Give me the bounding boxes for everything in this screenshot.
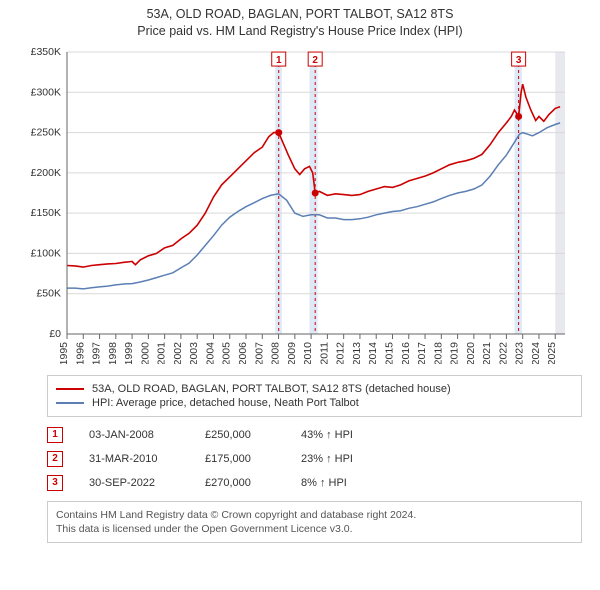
svg-text:2018: 2018	[432, 342, 444, 364]
title-block: 53A, OLD ROAD, BAGLAN, PORT TALBOT, SA12…	[0, 0, 600, 40]
line-chart: £0 £50K £100K £150K £200K £250K £300K £350K 1995…	[20, 44, 580, 364]
svg-text:£250K: £250K	[31, 126, 61, 138]
svg-text:2000: 2000	[139, 342, 151, 364]
svg-text:2: 2	[312, 55, 318, 66]
svg-text:2020: 2020	[465, 342, 477, 364]
sale-delta: 8% ↑ HPI	[301, 477, 381, 489]
sale-price: £250,000	[205, 429, 275, 441]
svg-text:2007: 2007	[253, 342, 265, 364]
svg-text:2019: 2019	[449, 342, 461, 364]
svg-text:1997: 1997	[91, 342, 103, 364]
sale-marker-icon: 2	[47, 451, 63, 467]
svg-text:2004: 2004	[204, 342, 216, 364]
sale-list: 1 03-JAN-2008 £250,000 43% ↑ HPI 2 31-MA…	[47, 423, 582, 495]
svg-text:1996: 1996	[74, 342, 86, 364]
sale-delta: 43% ↑ HPI	[301, 429, 381, 441]
svg-text:£0: £0	[49, 328, 61, 340]
svg-text:2015: 2015	[383, 342, 395, 364]
svg-text:2008: 2008	[270, 342, 282, 364]
sale-delta: 23% ↑ HPI	[301, 453, 381, 465]
svg-text:£100K: £100K	[31, 247, 61, 259]
svg-text:£350K: £350K	[31, 46, 61, 58]
sale-date: 31-MAR-2010	[89, 453, 179, 465]
sale-marker-icon: 3	[47, 475, 63, 491]
sale-price: £175,000	[205, 453, 275, 465]
title-line2: Price paid vs. HM Land Registry's House …	[0, 23, 600, 40]
sale-date: 03-JAN-2008	[89, 429, 179, 441]
svg-text:2024: 2024	[530, 342, 542, 364]
svg-text:2025: 2025	[546, 342, 558, 364]
footnote-line2: This data is licensed under the Open Gov…	[56, 522, 573, 536]
svg-text:2021: 2021	[481, 342, 493, 364]
svg-text:1: 1	[276, 55, 282, 66]
legend-item: 53A, OLD ROAD, BAGLAN, PORT TALBOT, SA12…	[56, 382, 573, 396]
svg-text:2003: 2003	[188, 342, 200, 364]
svg-text:2009: 2009	[286, 342, 298, 364]
svg-text:2001: 2001	[156, 342, 168, 364]
legend-swatch-2	[56, 402, 84, 404]
footnote: Contains HM Land Registry data © Crown c…	[47, 501, 582, 543]
sale-price: £270,000	[205, 477, 275, 489]
svg-text:2005: 2005	[221, 342, 233, 364]
svg-text:3: 3	[516, 55, 522, 66]
svg-text:2023: 2023	[514, 342, 526, 364]
svg-text:1998: 1998	[107, 342, 119, 364]
svg-text:£50K: £50K	[36, 287, 61, 299]
sale-row: 1 03-JAN-2008 £250,000 43% ↑ HPI	[47, 423, 582, 447]
legend: 53A, OLD ROAD, BAGLAN, PORT TALBOT, SA12…	[47, 375, 582, 417]
svg-text:2012: 2012	[335, 342, 347, 364]
svg-text:2014: 2014	[367, 342, 379, 364]
svg-text:2006: 2006	[237, 342, 249, 364]
title-line1: 53A, OLD ROAD, BAGLAN, PORT TALBOT, SA12…	[0, 6, 600, 23]
svg-text:£200K: £200K	[31, 167, 61, 179]
legend-swatch-1	[56, 388, 84, 390]
svg-text:£150K: £150K	[31, 207, 61, 219]
svg-text:1995: 1995	[58, 342, 70, 364]
svg-text:2017: 2017	[416, 342, 428, 364]
sale-row: 3 30-SEP-2022 £270,000 8% ↑ HPI	[47, 471, 582, 495]
legend-label: HPI: Average price, detached house, Neat…	[92, 397, 359, 409]
svg-text:2011: 2011	[318, 342, 330, 364]
svg-text:2013: 2013	[351, 342, 363, 364]
sale-marker-icon: 1	[47, 427, 63, 443]
svg-text:2002: 2002	[172, 342, 184, 364]
chart-page: 53A, OLD ROAD, BAGLAN, PORT TALBOT, SA12…	[0, 0, 600, 590]
svg-text:2022: 2022	[497, 342, 509, 364]
svg-text:£300K: £300K	[31, 86, 61, 98]
legend-item: HPI: Average price, detached house, Neat…	[56, 396, 573, 410]
sale-row: 2 31-MAR-2010 £175,000 23% ↑ HPI	[47, 447, 582, 471]
svg-text:1999: 1999	[123, 342, 135, 364]
footnote-line1: Contains HM Land Registry data © Crown c…	[56, 508, 573, 522]
svg-text:2016: 2016	[400, 342, 412, 364]
svg-text:2010: 2010	[302, 342, 314, 364]
chart-wrap: £0 £50K £100K £150K £200K £250K £300K £350K 1995…	[20, 44, 580, 369]
sale-date: 30-SEP-2022	[89, 477, 179, 489]
legend-label: 53A, OLD ROAD, BAGLAN, PORT TALBOT, SA12…	[92, 383, 451, 395]
